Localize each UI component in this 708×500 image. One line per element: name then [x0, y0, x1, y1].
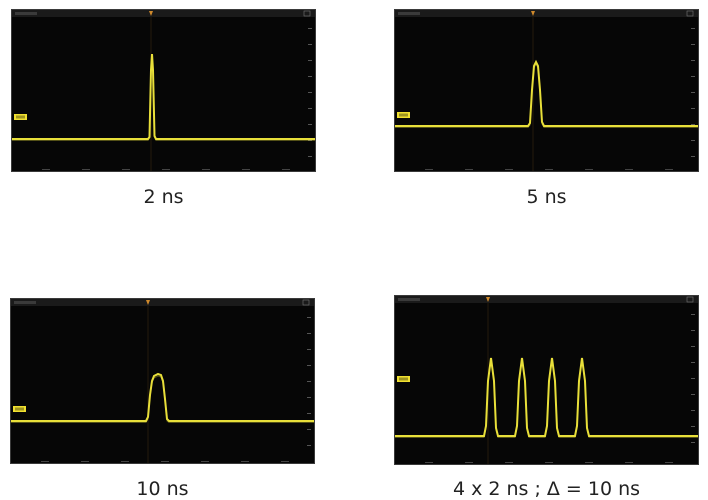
- trigger-marker-icon: [146, 300, 150, 305]
- waveform-display: [395, 10, 698, 171]
- trigger-marker-icon: [531, 11, 535, 16]
- scope-header-label: [14, 301, 36, 304]
- pulse-width-caption: 10 ns: [136, 478, 189, 500]
- scope-window-icon: [686, 296, 694, 303]
- right-axis-ticks: [308, 28, 312, 157]
- oscilloscope-screen: [394, 295, 699, 465]
- scope-header-label: [398, 12, 420, 15]
- waveform-trace: [395, 59, 698, 127]
- bottom-axis-ticks: [41, 461, 289, 462]
- oscilloscope-screen: [394, 9, 699, 172]
- scope-window-icon: [303, 10, 311, 17]
- waveform-trace: [11, 372, 314, 422]
- channel-marker-icon: [397, 112, 410, 118]
- channel-marker-icon: [14, 114, 27, 120]
- scope-header-bar: [11, 299, 314, 306]
- scope-window-icon: [302, 299, 310, 306]
- trigger-marker-icon: [149, 11, 153, 16]
- bottom-axis-ticks: [425, 462, 673, 463]
- right-axis-ticks: [691, 28, 695, 157]
- scope-header-label: [398, 298, 420, 301]
- scope-header-bar: [395, 296, 698, 303]
- scope-header-bar: [395, 10, 698, 17]
- pulse-width-caption: 5 ns: [526, 186, 567, 208]
- oscilloscope-screen: [11, 9, 316, 172]
- waveform-trace: [395, 357, 698, 437]
- waveform-display: [395, 296, 698, 464]
- oscilloscope-screen: [10, 298, 315, 464]
- bottom-axis-ticks: [42, 169, 290, 170]
- bottom-axis-ticks: [425, 169, 673, 170]
- scope-header-label: [15, 12, 37, 15]
- waveform-trace: [12, 53, 315, 140]
- waveform-display: [12, 10, 315, 171]
- right-axis-ticks: [691, 314, 695, 443]
- right-axis-ticks: [307, 317, 311, 446]
- pulse-width-caption: 2 ns: [143, 186, 184, 208]
- waveform-display: [11, 299, 314, 463]
- scope-window-icon: [686, 10, 694, 17]
- scope-header-bar: [12, 10, 315, 17]
- channel-marker-icon: [397, 376, 410, 382]
- channel-marker-icon: [13, 406, 26, 412]
- trigger-marker-icon: [486, 297, 490, 302]
- pulse-train-caption: 4 x 2 ns ; Δ = 10 ns: [452, 478, 641, 500]
